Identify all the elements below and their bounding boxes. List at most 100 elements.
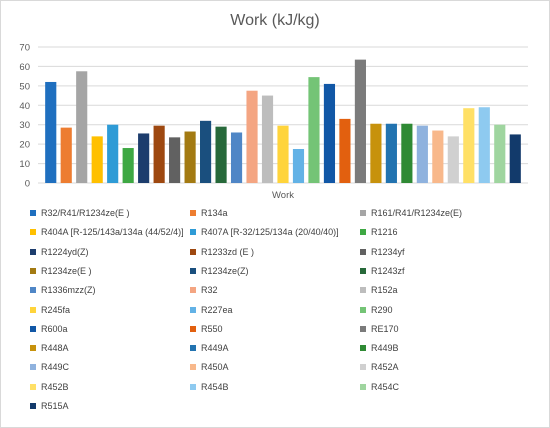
legend-item: R1336mzz(Z): [30, 284, 96, 296]
legend-label: R454B: [201, 381, 229, 392]
legend-label: R452A: [371, 362, 399, 373]
legend-swatch: [360, 287, 366, 294]
legend-item: R449C: [30, 361, 69, 373]
legend-item: R1233zd (E ): [190, 246, 254, 258]
legend-swatch: [360, 325, 366, 332]
legend-item: R32: [190, 284, 218, 296]
bar: [169, 137, 181, 183]
legend-item: R32/R41/R1234ze(E ): [30, 207, 130, 219]
bar: [107, 124, 119, 183]
y-tick-label: 60: [19, 62, 30, 73]
legend-label: R245fa: [41, 304, 71, 315]
bar: [138, 133, 150, 183]
legend-item: R452B: [30, 381, 69, 393]
legend-item: R600a: [30, 323, 68, 335]
legend-item: R550: [190, 323, 223, 335]
bar: [76, 71, 88, 183]
legend-label: R161/R41/R1234ze(E): [371, 208, 463, 218]
legend-item: R515A: [30, 400, 69, 412]
y-tick-label: 70: [19, 43, 30, 54]
bar: [463, 108, 475, 183]
legend-label: R452B: [41, 381, 69, 392]
legend-label: R1234ze(E ): [41, 265, 92, 276]
legend-item: R454C: [360, 381, 399, 393]
bar: [401, 123, 413, 183]
legend-label: R1216: [371, 227, 398, 238]
legend-label: R449B: [371, 343, 399, 354]
legend-item: R452A: [360, 361, 399, 373]
legend-item: R404A [R-125/143a/134a (44/52/4)]: [30, 226, 184, 238]
chart-title: Work (kJ/kg): [230, 12, 320, 29]
legend-swatch: [360, 248, 366, 255]
bar: [91, 136, 103, 183]
legend-swatch: [30, 345, 36, 352]
legend-label: R290: [371, 304, 393, 315]
legend-item: R134a: [190, 207, 228, 219]
legend-swatch: [360, 345, 366, 352]
legend-swatch: [360, 210, 366, 216]
legend-swatch: [360, 364, 366, 371]
legend-label: R32/R41/R1234ze(E ): [41, 208, 130, 218]
bar: [45, 81, 57, 183]
legend-item: R1243zf: [360, 265, 405, 277]
legend-item: R1216: [360, 226, 398, 238]
legend-label: R550: [201, 323, 223, 334]
bar: [261, 95, 274, 183]
legend-label: R152a: [371, 285, 398, 296]
legend-label: R1234yf: [371, 246, 405, 257]
legend-label: R515A: [41, 401, 69, 411]
legend-swatch: [30, 306, 36, 313]
legend-item: R1224yd(Z): [30, 246, 89, 258]
y-tick-label: 20: [19, 140, 30, 151]
legend-swatch: [190, 345, 196, 352]
bar: [354, 59, 366, 183]
bar: [509, 134, 521, 183]
legend-swatch: [30, 364, 36, 371]
legend-label: R448A: [41, 343, 69, 354]
legend-label: R32: [201, 285, 218, 296]
legend-label: R227ea: [201, 304, 233, 315]
legend-label: R404A [R-125/143a/134a (44/52/4)]: [41, 227, 184, 238]
legend-label: R449C: [41, 362, 70, 373]
legend-swatch: [30, 210, 36, 216]
bar: [200, 120, 212, 183]
legend-item: R1234ze(Z): [190, 265, 249, 277]
legend-swatch: [190, 248, 196, 255]
legend-swatch: [360, 306, 366, 313]
bar: [153, 125, 165, 183]
y-tick-label: 50: [19, 81, 30, 92]
legend-swatch: [190, 229, 196, 236]
bar: [323, 83, 336, 183]
legend-swatch: [190, 306, 196, 313]
bar: [292, 149, 305, 183]
bar: [339, 118, 351, 183]
legend-item: R161/R41/R1234ze(E): [360, 207, 462, 219]
legend-item: R454B: [190, 381, 229, 393]
bar: [308, 77, 320, 183]
legend-item: R1234ze(E ): [30, 265, 92, 277]
legend-label: R454C: [371, 381, 400, 392]
bar: [122, 148, 134, 183]
legend-item: RE170: [360, 323, 399, 335]
legend-item: R450A: [190, 361, 229, 373]
bar: [385, 123, 397, 183]
legend-label: R1224yd(Z): [41, 246, 89, 257]
legend-label: R1336mzz(Z): [41, 285, 96, 296]
legend-item: R448A: [30, 342, 69, 354]
bar: [478, 107, 490, 183]
bar: [230, 132, 243, 183]
legend-swatch: [360, 267, 366, 274]
legend-swatch: [190, 210, 196, 216]
bar: [60, 127, 72, 183]
y-tick-label: 30: [19, 120, 30, 131]
legend-swatch: [190, 287, 196, 294]
legend-swatch: [190, 325, 196, 332]
bar: [277, 125, 289, 183]
bar: [215, 126, 227, 183]
y-tick-label: 10: [19, 159, 30, 170]
x-category-label: Work: [272, 190, 294, 201]
legend-swatch: [30, 325, 36, 332]
legend-swatch: [30, 287, 36, 294]
legend-label: R450A: [201, 362, 229, 373]
